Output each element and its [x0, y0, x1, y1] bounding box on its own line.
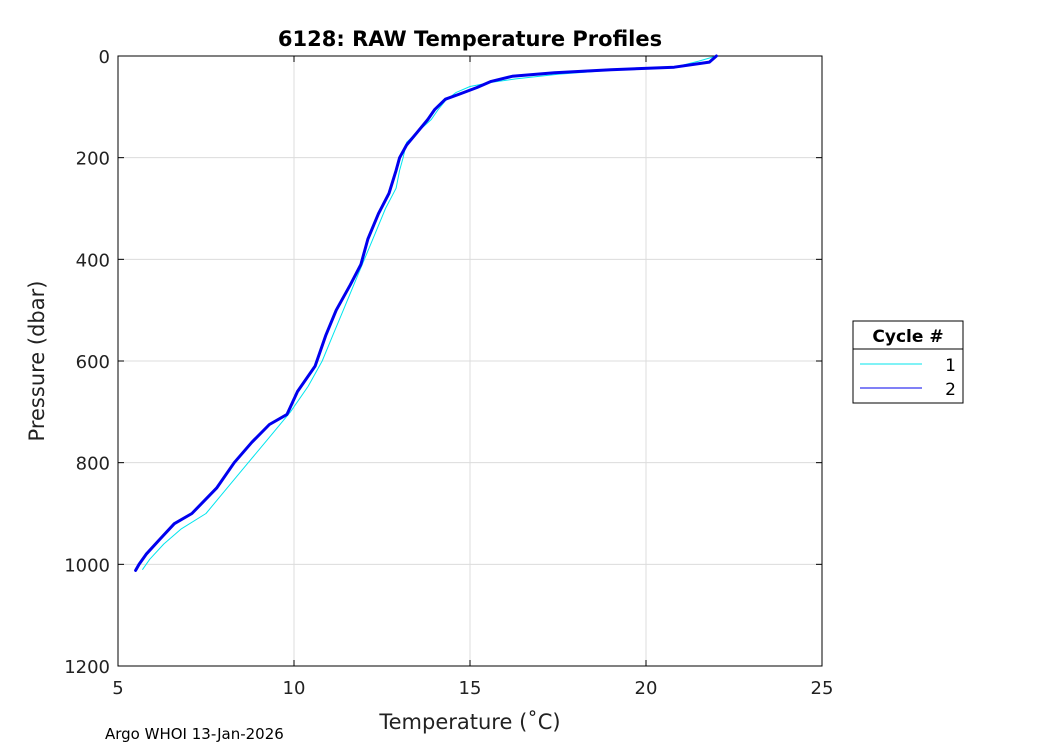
legend-title: Cycle #	[872, 327, 943, 347]
footer-credit: Argo WHOI 13-Jan-2026	[105, 725, 284, 743]
y-tick-label: 1000	[64, 555, 110, 576]
x-axis-label: Temperature (˚C)	[378, 710, 560, 734]
series-lines	[134, 54, 718, 572]
chart-title: 6128: RAW Temperature Profiles	[278, 27, 662, 51]
legend-label-cycle-2: 2	[945, 380, 956, 400]
y-tick-label: 400	[76, 250, 110, 271]
y-axis-label: Pressure (dbar)	[25, 281, 49, 442]
x-tick-label: 10	[283, 678, 306, 699]
x-tick-label: 25	[811, 678, 834, 699]
y-tick-label: 1200	[64, 657, 110, 678]
axis-ticks: 5 10 15 20 25 0 200 400 600 800 1000 1200	[64, 47, 833, 699]
legend: Cycle # 1 2	[852, 320, 964, 404]
x-tick-label: 5	[112, 678, 123, 699]
y-tick-label: 0	[99, 47, 110, 68]
y-tick-label: 600	[76, 352, 110, 373]
legend-label-cycle-1: 1	[945, 356, 956, 376]
legend-box	[852, 320, 964, 404]
y-tick-label: 200	[76, 149, 110, 170]
x-tick-label: 20	[635, 678, 658, 699]
y-tick-label: 800	[76, 454, 110, 475]
grid-lines	[118, 56, 822, 666]
series-line-cycle-2	[134, 54, 718, 572]
x-tick-label: 15	[459, 678, 482, 699]
series-line-cycle-1	[142, 55, 717, 570]
